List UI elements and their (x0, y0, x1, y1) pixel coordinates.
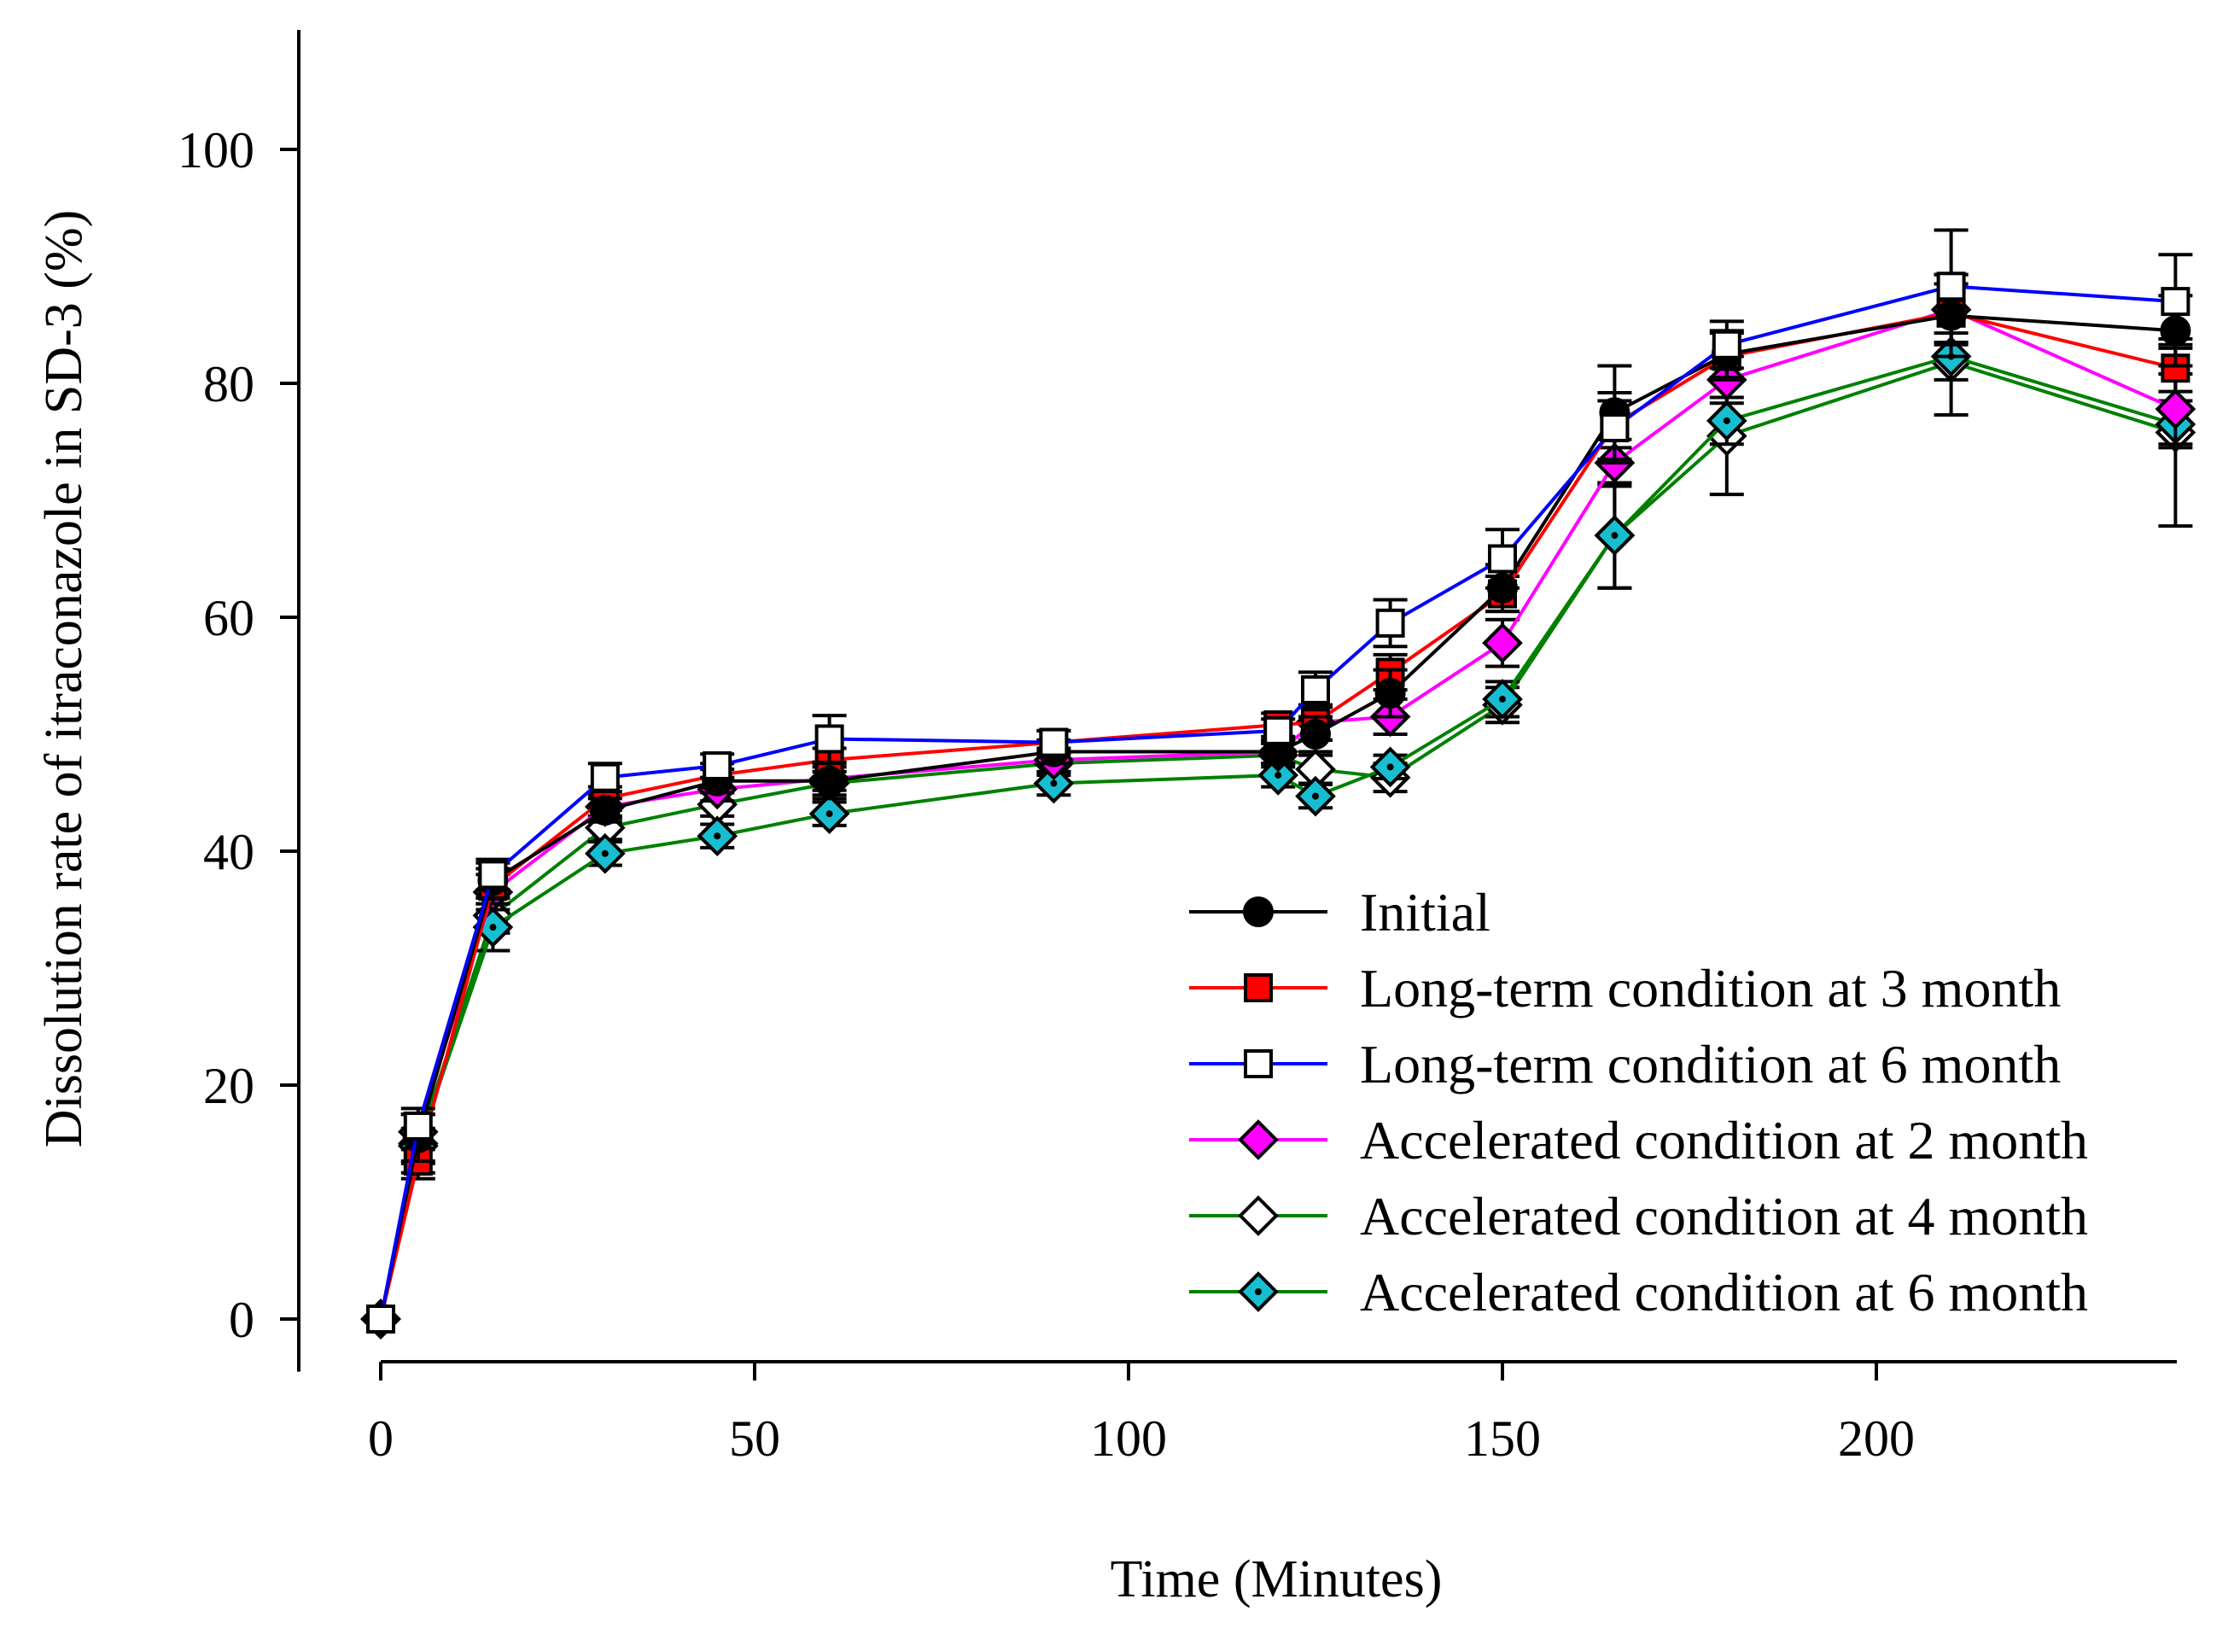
data-point (1301, 674, 1330, 704)
legend-item-5: Accelerated condition at 4 month (1189, 1186, 2088, 1246)
legend-marker (1244, 1049, 1273, 1078)
data-point (403, 1111, 433, 1141)
data-point (1257, 755, 1299, 796)
data-point (808, 793, 850, 834)
x-tick-label: 150 (1464, 1410, 1541, 1467)
data-point-center-dot (1275, 771, 1282, 779)
data-point (697, 815, 738, 857)
data-point (366, 1305, 395, 1334)
x-tick-label: 0 (368, 1410, 394, 1467)
data-point-center-dot (1723, 417, 1730, 424)
legend-item-4: Accelerated condition at 2 month (1189, 1110, 2088, 1170)
legend-item-1: Initial (1189, 882, 1490, 943)
data-point-center-dot (1499, 695, 1506, 703)
x-tick-label: 100 (1090, 1410, 1167, 1467)
data-point (1300, 719, 1331, 750)
data-point-center-dot (1050, 779, 1058, 787)
data-point (1375, 608, 1405, 638)
data-point (1039, 727, 1069, 757)
data-point (1263, 715, 1293, 745)
data-point (2161, 287, 2190, 317)
data-point (1712, 330, 1741, 359)
data-point-center-dot (601, 849, 609, 857)
data-point (1295, 775, 1336, 817)
data-point (589, 795, 621, 826)
data-point (1488, 544, 1517, 574)
legend-marker (1238, 1271, 1279, 1312)
x-axis-title: Time (Minutes) (1111, 1550, 1443, 1608)
y-tick-label: 80 (203, 356, 254, 412)
data-point (1600, 413, 1630, 443)
y-tick-label: 20 (203, 1058, 254, 1114)
legend-marker (1243, 896, 1274, 927)
y-tick-label: 0 (229, 1292, 254, 1348)
data-point (1936, 271, 1966, 301)
data-point (590, 762, 620, 792)
data-point (2155, 388, 2196, 429)
legend-item-6: Accelerated condition at 6 month (1189, 1262, 2088, 1322)
legend-label: Long-term condition at 3 month (1360, 958, 2061, 1019)
data-point (814, 765, 845, 797)
data-point (1706, 400, 1747, 441)
data-point (703, 750, 732, 780)
legend: Initial Long-term condition at 3 month Lon… (1189, 882, 2088, 1322)
data-point-center-dot (1611, 532, 1619, 540)
legend-marker (1244, 973, 1273, 1002)
data-point (478, 860, 508, 890)
series-3 (366, 228, 2193, 1334)
y-tick-label: 100 (178, 122, 254, 178)
y-axis-title: Dissolution rate of itraconazole in SD-3… (35, 210, 93, 1147)
data-point-center-dot (1312, 792, 1319, 800)
data-point-center-dot (1386, 763, 1394, 771)
data-point (584, 832, 626, 874)
data-point (1369, 746, 1411, 788)
y-tick-label: 40 (203, 824, 254, 880)
legend-marker (1238, 1119, 1279, 1160)
legend-label: Accelerated condition at 4 month (1360, 1186, 2088, 1246)
data-point (1033, 762, 1075, 804)
legend-item-3: Long-term condition at 6 month (1189, 1034, 2061, 1095)
y-tick-label: 60 (203, 590, 254, 646)
legend-label: Accelerated condition at 2 month (1360, 1110, 2088, 1170)
series-group (360, 228, 2196, 1340)
data-point-shape (1482, 622, 1523, 663)
legend-marker-center-dot (1255, 1288, 1262, 1295)
data-point-shape (2155, 388, 2196, 429)
x-tick-label: 200 (1838, 1410, 1915, 1467)
legend-marker-shape (1238, 1195, 1279, 1236)
legend-marker-shape (1238, 1119, 1279, 1160)
legend-label: Initial (1360, 882, 1490, 943)
data-point-center-dot (714, 832, 721, 840)
legend-label: Accelerated condition at 6 month (1360, 1262, 2088, 1322)
x-tick-label: 50 (729, 1410, 780, 1467)
data-point (1482, 622, 1523, 663)
data-point (1482, 679, 1523, 720)
data-point (814, 724, 844, 754)
legend-item-2: Long-term condition at 3 month (1189, 958, 2061, 1019)
data-point (1594, 515, 1636, 556)
axes: 0 20 40 60 80 100 0 50 100 150 200 (178, 30, 2177, 1467)
data-point-center-dot (825, 810, 833, 818)
data-point (1374, 678, 1406, 709)
legend-label: Long-term condition at 6 month (1360, 1034, 2061, 1095)
legend-marker (1238, 1195, 1279, 1236)
data-point-center-dot (489, 924, 497, 931)
